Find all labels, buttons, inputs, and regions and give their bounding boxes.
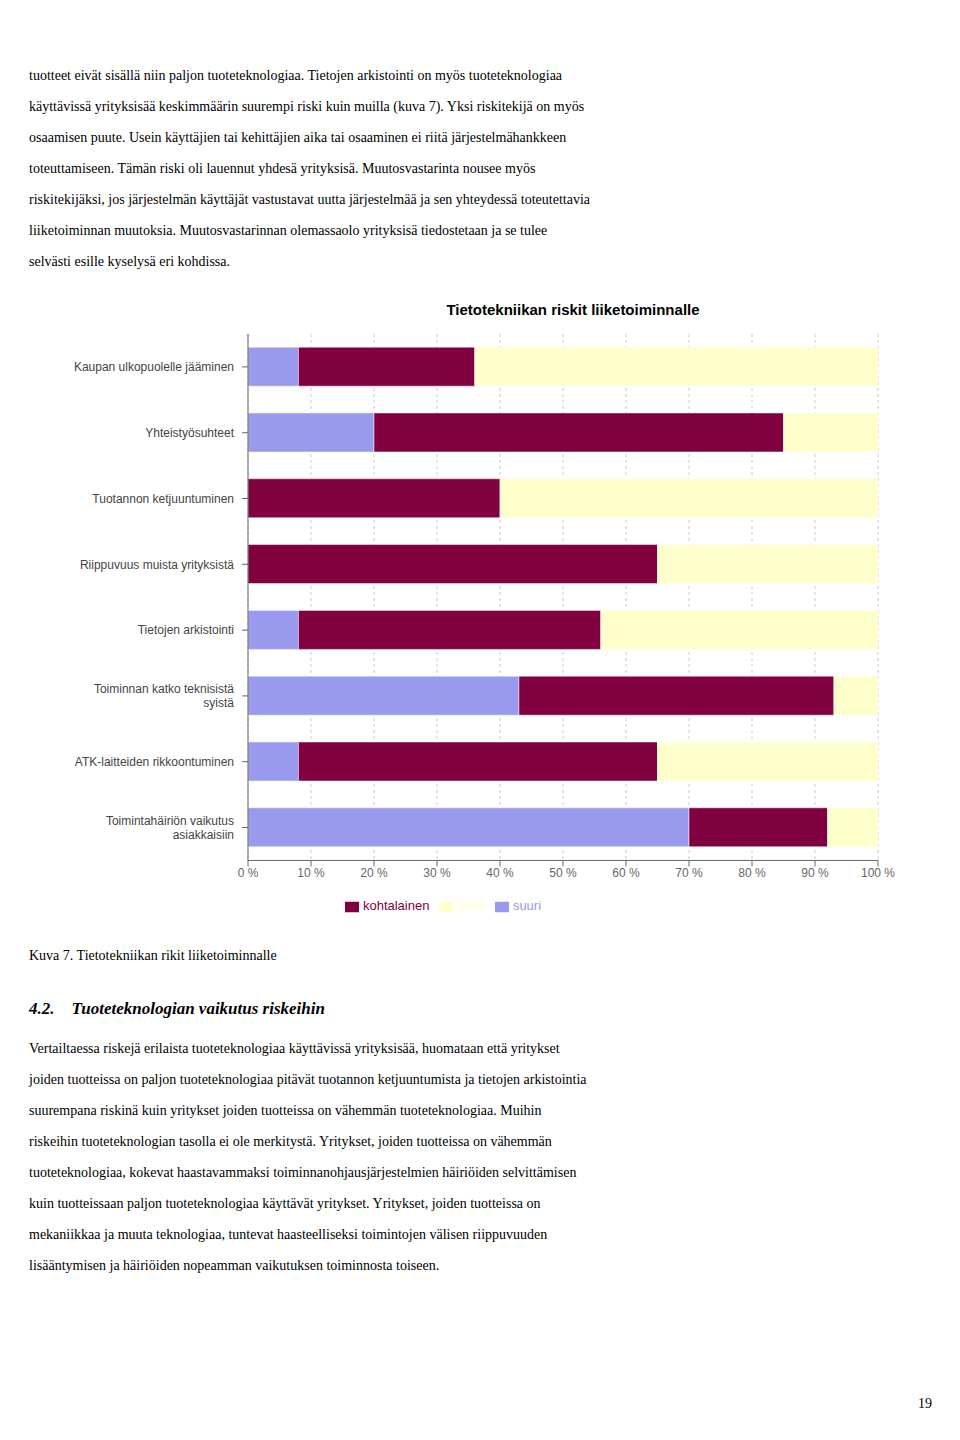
html-text:joiden tuotteissa on paljon tu: joiden tuotteissa on paljon tuoteteknolo… xyxy=(29,1072,587,1087)
html-text:4.2. Tuoteteknologian vaikutus: 4.2. Tuoteteknologian vaikutus riskeihin xyxy=(29,999,325,1018)
html-text:kohtalainen: kohtalainen xyxy=(362,898,430,914)
html-text:19: 19 xyxy=(918,1396,932,1411)
html-text:tuotteet eivät sisällä niin pa: tuotteet eivät sisällä niin paljon tuote… xyxy=(29,68,563,83)
svg-text:40 %: 40 % xyxy=(486,866,514,880)
html-text:mekaniikkaa ja muuta teknologi: mekaniikkaa ja muuta teknologiaa, tuntev… xyxy=(29,1227,548,1242)
svg-text:30 %: 30 % xyxy=(423,866,451,880)
html-text:pieni: pieni xyxy=(457,898,485,914)
svg-text:100 %: 100 % xyxy=(861,866,895,880)
html-text:Kuva 7. Tietotekniikan rikit l: Kuva 7. Tietotekniikan rikit liiketoimin… xyxy=(29,948,277,963)
html-text:suuri: suuri xyxy=(512,898,542,914)
svg-text:50 %: 50 % xyxy=(549,866,577,880)
html-text:osaamisen puute. Usein käyttäj: osaamisen puute. Usein käyttäjien tai ke… xyxy=(29,130,567,145)
svg-text:90 %: 90 % xyxy=(801,866,829,880)
svg-text:80 %: 80 % xyxy=(738,866,766,880)
html-text:kuin tuotteissaan paljon tuote: kuin tuotteissaan paljon tuoteteknologia… xyxy=(29,1196,541,1211)
svg-text:Riippuvuus muista yrityksistä: Riippuvuus muista yrityksistä xyxy=(80,558,234,572)
html-text:riskitekijäksi, jos järjestelm: riskitekijäksi, jos järjestelmän käyttäj… xyxy=(29,192,590,207)
svg-text:Tuotannon ketjuuntuminen: Tuotannon ketjuuntuminen xyxy=(92,492,234,506)
svg-text:Yhteistyösuhteet: Yhteistyösuhteet xyxy=(145,426,234,440)
svg-text:20 %: 20 % xyxy=(360,866,388,880)
html-text:selvästi esille kyselysä eri k: selvästi esille kyselysä eri kohdissa. xyxy=(29,254,230,269)
html-text:toteuttamiseen. Tämän riski ol: toteuttamiseen. Tämän riski oli lauennut… xyxy=(29,161,536,176)
svg-text:70 %: 70 % xyxy=(675,866,703,880)
html-text:liiketoiminnan muutoksia. Muut: liiketoiminnan muutoksia. Muutosvastarin… xyxy=(29,223,548,238)
svg-text:Toimintahäiriön vaikutusasiakk: Toimintahäiriön vaikutusasiakkaisiin xyxy=(106,814,234,842)
html-text:Tietotekniikan riskit liiketoi: Tietotekniikan riskit liiketoiminnalle xyxy=(446,301,700,318)
svg-text:60 %: 60 % xyxy=(612,866,640,880)
html-text:lisääntymisen ja häiriöiden no: lisääntymisen ja häiriöiden nopeamman va… xyxy=(29,1258,440,1273)
svg-text:0 %: 0 % xyxy=(238,866,259,880)
svg-text:Tietojen arkistointi: Tietojen arkistointi xyxy=(138,623,234,637)
html-text:riskeihin tuoteteknologian tas: riskeihin tuoteteknologian tasolla ei ol… xyxy=(29,1134,552,1149)
svg-text:Toiminnan katko teknisistäsyis: Toiminnan katko teknisistäsyistä xyxy=(94,682,234,710)
svg-text:10 %: 10 % xyxy=(297,866,325,880)
html-text:suurempana riskinä kuin yrityk: suurempana riskinä kuin yritykset joiden… xyxy=(29,1103,542,1118)
html-text:tuoteteknologiaa, kokevat haas: tuoteteknologiaa, kokevat haastavammaksi… xyxy=(29,1165,577,1180)
html-text:Vertailtaessa riskejä erilaist: Vertailtaessa riskejä erilaista tuotetek… xyxy=(29,1041,560,1056)
svg-text:ATK-laitteiden rikkoontuminen: ATK-laitteiden rikkoontuminen xyxy=(75,755,234,769)
svg-text:Kaupan ulkopuolelle jääminen: Kaupan ulkopuolelle jääminen xyxy=(74,360,234,374)
html-text:käyttävissä yrityksisää keskim: käyttävissä yrityksisää keskimmäärin suu… xyxy=(29,99,585,114)
